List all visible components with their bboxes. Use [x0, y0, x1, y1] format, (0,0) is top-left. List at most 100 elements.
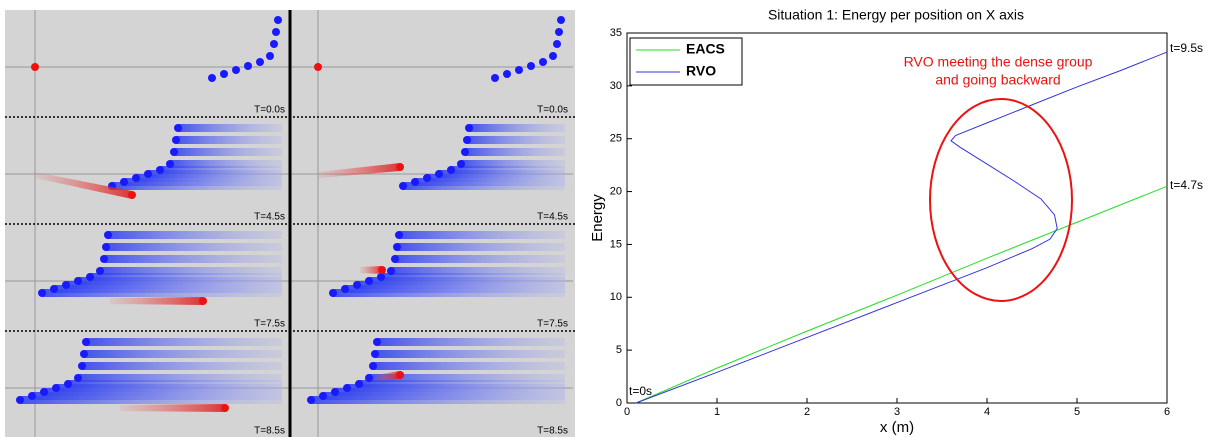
agent-trail — [397, 243, 565, 251]
blue-agent — [256, 58, 264, 66]
blue-agent — [172, 136, 180, 144]
legend-label: EACS — [686, 41, 725, 57]
blue-agent — [377, 273, 385, 281]
blue-agent — [353, 281, 361, 289]
blue-agent — [447, 166, 455, 174]
red-agent — [396, 371, 404, 379]
blue-agent — [555, 28, 563, 36]
agent-trail — [106, 243, 282, 251]
blue-agent — [395, 231, 403, 239]
blue-agent — [244, 62, 252, 70]
blue-agent — [272, 28, 280, 36]
blue-agent — [319, 392, 327, 400]
agent-trail — [395, 255, 565, 263]
annotation: RVO meeting the dense group — [904, 54, 1093, 70]
agent-trail — [176, 136, 282, 144]
blue-agent — [491, 74, 499, 82]
blue-agent — [232, 66, 240, 74]
blue-agent — [369, 362, 377, 370]
agent-trail — [465, 148, 565, 156]
blue-agent — [170, 148, 178, 156]
series-line — [635, 185, 1168, 404]
red-agent — [314, 63, 322, 71]
y-tick-label: 5 — [616, 344, 622, 356]
chart-title: Situation 1: Energy per position on X ax… — [768, 7, 1024, 23]
agent-trail — [35, 172, 132, 199]
blue-agent — [341, 285, 349, 293]
blue-agent — [96, 267, 104, 275]
time-label: T=7.5s — [537, 319, 568, 330]
agent-trail — [160, 166, 282, 174]
blue-agent — [387, 267, 395, 275]
agent-trail — [391, 267, 565, 275]
y-tick-label: 15 — [610, 238, 622, 250]
blue-agent — [331, 388, 339, 396]
x-tick-label: 5 — [1074, 406, 1080, 418]
red-agent — [128, 191, 136, 199]
time-label: T=4.5s — [537, 212, 568, 223]
agent-trail — [90, 273, 282, 281]
series-line — [635, 51, 1168, 404]
x-tick-label: 4 — [984, 406, 990, 418]
red-agent — [31, 63, 39, 71]
agent-trail — [359, 380, 565, 388]
blue-agent — [38, 289, 46, 297]
red-agent — [221, 404, 229, 412]
blue-agent — [50, 285, 58, 293]
agent-trail — [375, 350, 565, 358]
agent-trail — [104, 255, 282, 263]
blue-agent — [423, 174, 431, 182]
time-label: T=8.5s — [537, 426, 568, 437]
time-label: T=0.0s — [254, 105, 285, 116]
agent-trail — [381, 273, 565, 281]
x-tick-label: 2 — [804, 406, 810, 418]
simulation-column: T=0.0s T=4.5s T=7.5s T=8.5s — [5, 10, 290, 437]
blue-agent — [329, 289, 337, 297]
blue-agent — [343, 384, 351, 392]
legend-label: RVO — [686, 63, 716, 79]
time-label: T=4.5s — [254, 212, 285, 223]
blue-agent — [457, 160, 465, 168]
blue-agent — [461, 148, 469, 156]
y-tick-label: 20 — [610, 185, 622, 197]
blue-agent — [120, 178, 128, 186]
agent-trail — [469, 124, 565, 132]
agent-trail — [82, 362, 282, 370]
blue-agent — [539, 58, 547, 66]
agent-trail — [174, 148, 282, 156]
agent-trail — [399, 231, 565, 239]
agent-trail — [375, 371, 400, 381]
blue-agent — [557, 16, 565, 24]
line-chart: 0 1 2 3 4 5 6 0 5 10 15 20 25 30 35 t=0s t=9.5s t=4.7s RVO… — [610, 27, 1203, 418]
x-tick-label: 6 — [1164, 406, 1170, 418]
blue-agent — [393, 243, 401, 251]
blue-agent — [553, 40, 561, 48]
blue-agent — [365, 277, 373, 285]
agent-trail — [178, 124, 282, 132]
agent-trail — [461, 160, 565, 168]
blue-agent — [274, 16, 282, 24]
blue-agent — [132, 174, 140, 182]
blue-agent — [100, 255, 108, 263]
red-agent — [378, 266, 386, 274]
blue-agent — [465, 124, 473, 132]
y-tick-label: 30 — [610, 80, 622, 92]
y-tick-label: 25 — [610, 133, 622, 145]
highlight-ellipse — [929, 98, 1073, 302]
blue-agent — [102, 243, 110, 251]
blue-agent — [411, 178, 419, 186]
agent-trail — [373, 362, 565, 370]
blue-agent — [435, 170, 443, 178]
agent-trail — [110, 297, 203, 305]
blue-agent — [166, 160, 174, 168]
blue-agent — [373, 338, 381, 346]
blue-agent — [80, 350, 88, 358]
blue-agent — [399, 182, 407, 190]
blue-agent — [220, 70, 228, 78]
agent-trail — [318, 163, 400, 178]
agent-trail — [120, 404, 225, 412]
y-axis-label: Energy — [589, 194, 606, 242]
x-axis-label: x (m) — [880, 419, 914, 436]
blue-agent — [74, 277, 82, 285]
